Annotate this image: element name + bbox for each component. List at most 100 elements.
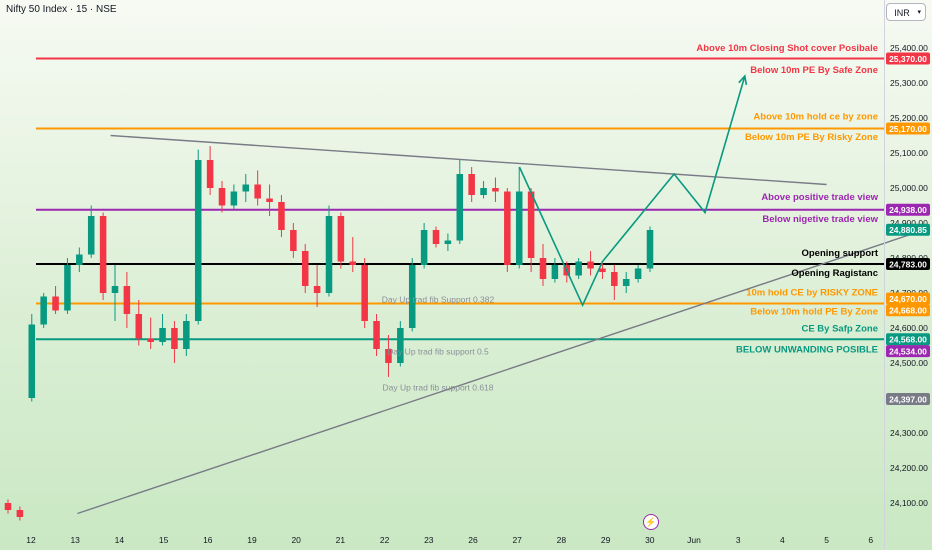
candle-body	[183, 321, 190, 349]
price-tick-label: 25,200.00	[890, 113, 928, 123]
price-tag-label: 24,534.00	[889, 347, 927, 357]
time-tick-label: 5	[824, 535, 829, 545]
price-tag-label: 24,397.00	[889, 395, 927, 405]
price-tick-label: 24,900.00	[890, 218, 928, 228]
candle-body	[539, 258, 547, 279]
lightning-icon[interactable]: ⚡	[643, 514, 659, 530]
candle-body	[313, 286, 321, 293]
price-tag	[886, 223, 930, 236]
price-tick-label: 25,300.00	[890, 78, 928, 88]
candle-body	[301, 251, 309, 286]
price-tick-label: 25,100.00	[890, 148, 928, 158]
candle-body	[171, 328, 178, 349]
time-tick-label: 3	[736, 535, 741, 545]
time-tick-label: 19	[247, 535, 257, 545]
candle-body	[159, 328, 166, 342]
candle-body	[432, 230, 440, 244]
projection-path	[518, 75, 746, 308]
price-tag	[886, 203, 930, 216]
candle-body	[254, 184, 261, 199]
price-tag-label: 24,938.00	[889, 205, 927, 215]
candle-body	[634, 268, 642, 279]
candle-body	[28, 324, 36, 398]
level-annotation: Above positive trade view	[761, 192, 878, 203]
candle-body	[551, 265, 559, 279]
candle-body	[444, 240, 452, 244]
time-tick-label: 4	[780, 535, 785, 545]
price-tag-label: 25,370.00	[889, 54, 927, 64]
level-annotation: Below 10m PE By Safe Zone	[750, 65, 878, 76]
candle-body	[646, 230, 654, 269]
candle-body	[87, 216, 95, 255]
price-tag	[886, 122, 930, 135]
candle-body	[242, 184, 250, 192]
price-tag	[886, 52, 930, 65]
candle-body	[99, 216, 107, 293]
time-tick-label: 14	[115, 535, 125, 545]
candle-body	[408, 265, 416, 328]
candle-body	[52, 296, 59, 311]
price-tick-label: 25,400.00	[890, 43, 928, 53]
chevron-down-icon: ▾	[917, 9, 921, 16]
time-tick-label: 29	[601, 535, 611, 545]
time-tick-label: 6	[868, 535, 873, 545]
time-tick-label: 27	[512, 535, 522, 545]
candle-body	[64, 265, 71, 311]
price-tag-label: 24,783.00	[889, 259, 927, 269]
time-tick-label: 15	[159, 535, 169, 545]
time-tick-label: 28	[557, 535, 567, 545]
time-tick-label: 20	[291, 535, 301, 545]
trend-line	[110, 134, 827, 186]
price-tag	[886, 257, 930, 270]
time-tick-label: 30	[645, 535, 655, 545]
time-tick-label: 13	[70, 535, 80, 545]
candle-body	[622, 279, 630, 286]
candle-body	[278, 202, 285, 230]
candle-body	[4, 503, 12, 510]
price-tick-label: 24,600.00	[890, 323, 928, 333]
fib-label: Day Up trad fib support 0.5	[387, 346, 489, 356]
candle-body	[527, 191, 535, 258]
candle-body	[123, 286, 131, 314]
candle-body	[147, 338, 154, 342]
candle-body	[111, 286, 119, 293]
price-tag	[886, 292, 930, 305]
time-tick-label: Jun	[687, 535, 701, 545]
currency-button[interactable]: INR ▾	[886, 3, 926, 21]
price-tag-label: 24,568.00	[889, 335, 927, 345]
candle-body	[206, 160, 214, 188]
candle-body	[361, 265, 368, 321]
price-tick-label: 25,000.00	[890, 183, 928, 193]
candle-body	[515, 191, 523, 265]
candle-body	[266, 198, 273, 202]
level-annotation: Above 10m Closing Shot cover Posibale	[696, 43, 878, 54]
price-tick-label: 24,100.00	[890, 498, 928, 508]
fib-label: Day Up trad fib Support 0.382	[382, 294, 495, 304]
price-tag	[886, 345, 930, 358]
candle-body	[194, 160, 202, 321]
candle-body	[218, 188, 226, 206]
time-tick-label: 12	[26, 535, 36, 545]
currency-label: INR	[894, 8, 910, 18]
price-tag-label: 25,170.00	[889, 124, 927, 134]
trend-line	[77, 229, 925, 515]
candle-body	[587, 261, 594, 269]
candle-body	[456, 174, 464, 241]
level-annotation: 10m hold CE by RISKY ZONE	[746, 287, 878, 298]
level-annotation: Below nigetive trade view	[762, 214, 878, 225]
candle-body	[468, 174, 475, 195]
price-tag	[886, 304, 930, 317]
price-tag-label: 24,880.85	[889, 225, 927, 235]
candle-body	[492, 188, 499, 192]
fib-label: Day Up trad fib support 0.618	[382, 383, 493, 393]
price-tag-label: 24,670.00	[889, 294, 927, 304]
candle-body	[385, 349, 392, 363]
time-tick-label: 16	[203, 535, 213, 545]
candle-body	[349, 261, 357, 265]
candle-body	[40, 296, 47, 325]
level-annotation: Opening Ragistanc	[791, 268, 878, 279]
price-tag-label: 24,668.00	[889, 306, 927, 316]
candle-body	[599, 268, 606, 272]
